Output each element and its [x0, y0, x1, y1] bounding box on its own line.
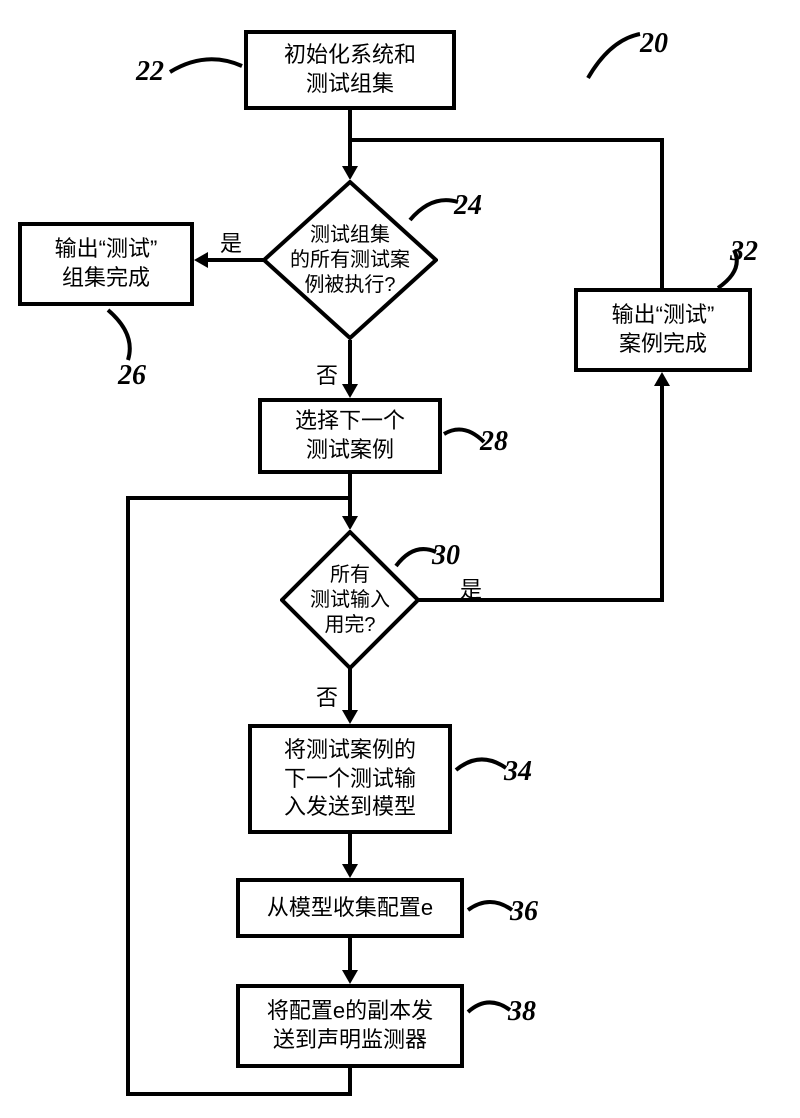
arrowhead-30-to-34	[342, 710, 358, 724]
decision-all-cases-text: 测试组集的所有测试案例被执行?	[290, 223, 410, 298]
edge-30-to-34	[348, 668, 352, 712]
edge-loop-left-vertical	[126, 496, 130, 1096]
edge-label-no-1: 否	[316, 358, 338, 390]
edge-label-yes-2: 是	[460, 572, 482, 604]
ref-curve-26	[80, 306, 140, 364]
process-collect-config-text: 从模型收集配置e	[267, 894, 433, 923]
process-select-next-text: 选择下一个测试案例	[295, 407, 405, 464]
ref-curve-22	[166, 50, 246, 90]
arrowhead-24-to-28	[342, 384, 358, 398]
ref-label-22: 22	[136, 56, 164, 88]
edge-24-to-28	[348, 340, 352, 386]
edge-38-down	[348, 1068, 352, 1096]
ref-label-24: 24	[454, 190, 482, 222]
process-init: 初始化系统和测试组集	[244, 30, 456, 110]
edge-30-up-to-32	[660, 386, 664, 602]
process-output-case-done: 输出“测试”案例完成	[574, 288, 752, 372]
process-send-input-text: 将测试案例的下一个测试输入发送到模型	[284, 736, 416, 822]
ref-curve-34	[452, 752, 508, 782]
process-send-copy-text: 将配置e的副本发送到声明监测器	[267, 997, 433, 1054]
edge-loop-bottom	[126, 1092, 352, 1096]
ref-curve-36	[464, 896, 514, 922]
edge-label-no-2: 否	[316, 680, 338, 712]
edge-30-right	[418, 598, 664, 602]
decision-all-inputs-text: 所有测试输入用完?	[310, 563, 390, 638]
arrowhead-into-32	[654, 372, 670, 386]
ref-label-32: 32	[730, 236, 758, 268]
edge-merge-above-30	[126, 496, 352, 500]
arrowhead-36-to-38	[342, 970, 358, 984]
edge-into-30	[348, 496, 352, 518]
arrowhead-into-30	[342, 516, 358, 530]
ref-label-34: 34	[504, 756, 532, 788]
ref-label-26: 26	[118, 360, 146, 392]
process-select-next-case: 选择下一个测试案例	[258, 398, 442, 474]
edge-merge-above-24	[348, 138, 664, 142]
flowchart-canvas: 初始化系统和测试组集 输出“测试”组集完成 测试组集的所有测试案例被执行? 选择…	[0, 0, 800, 1118]
edge-32-up	[660, 138, 664, 288]
arrowhead-24-to-26	[194, 252, 208, 268]
arrowhead-34-to-36	[342, 864, 358, 878]
process-init-text: 初始化系统和测试组集	[284, 41, 416, 98]
ref-label-38: 38	[508, 996, 536, 1028]
ref-label-30: 30	[432, 540, 460, 572]
arrowhead-into-24	[342, 166, 358, 180]
process-output-suite-done: 输出“测试”组集完成	[18, 222, 194, 306]
ref-curve-38	[464, 996, 512, 1022]
process-output-suite-done-text: 输出“测试”组集完成	[55, 235, 158, 292]
edge-34-to-36	[348, 834, 352, 866]
edge-into-24	[348, 138, 352, 168]
edge-label-yes-1: 是	[220, 226, 242, 258]
edge-22-to-24-v	[348, 110, 352, 138]
edge-36-to-38	[348, 938, 352, 972]
ref-label-20: 20	[640, 28, 668, 60]
ref-label-28: 28	[480, 426, 508, 458]
edge-28-down	[348, 474, 352, 496]
process-collect-config: 从模型收集配置e	[236, 878, 464, 938]
process-send-input-to-model: 将测试案例的下一个测试输入发送到模型	[248, 724, 452, 834]
process-output-case-text: 输出“测试”案例完成	[612, 301, 715, 358]
ref-label-36: 36	[510, 896, 538, 928]
process-send-copy-to-monitor: 将配置e的副本发送到声明监测器	[236, 984, 464, 1068]
edge-24-to-26	[208, 258, 264, 262]
